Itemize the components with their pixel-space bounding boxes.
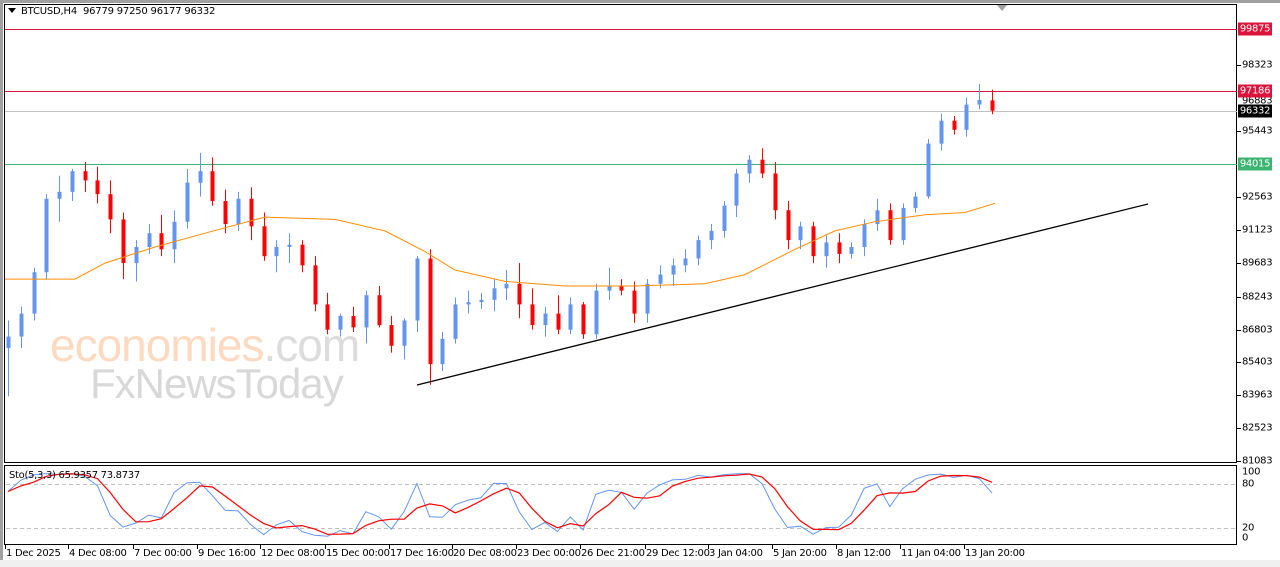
price-tick [1237,230,1241,231]
price-tag: 94015 [1238,157,1272,171]
ascending-trendline[interactable] [416,203,1149,386]
time-label: 3 Jan 04:00 [709,548,763,559]
price-label: 89683 [1242,257,1273,269]
price-label: 98323 [1242,59,1273,71]
time-tick [452,545,453,549]
price-tick [1237,197,1241,198]
chart-title: BTCUSD,H4 96779 97250 96177 96332 [8,6,215,17]
price-tick [1237,461,1241,462]
chart-shift-marker-icon[interactable] [997,5,1007,11]
stochastic-level-label: 100 [1242,466,1261,478]
stochastic-level-label: 20 [1242,522,1255,534]
time-label: 20 Dec 08:00 [453,548,517,559]
time-tick [197,545,198,549]
time-label: 13 Jan 20:00 [965,548,1025,559]
price-label: 88243 [1242,291,1273,303]
time-tick [580,545,581,549]
time-label: 7 Dec 00:00 [134,548,192,559]
price-tag: 99875 [1238,22,1272,36]
time-tick [325,545,326,549]
stochastic-level-label: 80 [1242,478,1255,490]
time-label: 5 Jan 20:00 [773,548,827,559]
price-label: 82523 [1242,422,1273,434]
window-left-border [0,0,3,567]
time-tick [5,545,6,549]
price-tick [1237,428,1241,429]
time-tick [68,545,69,549]
stochastic-level-label: 0 [1242,532,1249,544]
stochastic-panel[interactable] [4,465,1237,545]
time-tick [836,545,837,549]
time-label: 26 Dec 21:00 [581,548,645,559]
time-label: 4 Dec 08:00 [69,548,127,559]
price-label: 83963 [1242,389,1273,401]
symbol-timeframe: BTCUSD,H4 [21,6,77,17]
time-tick [260,545,261,549]
price-tag: 97186 [1238,84,1272,98]
price-label: 86803 [1242,324,1273,336]
stochastic-label: Sto(5,3,3) 65.9357 73.8737 [9,470,140,481]
time-tick [964,545,965,549]
status-strip [0,560,1280,567]
time-tick [708,545,709,549]
time-tick [133,545,134,549]
moving-average-line [5,202,996,287]
price-label: 92563 [1242,191,1273,203]
price-label: 81083 [1242,455,1273,467]
time-label: 11 Jan 04:00 [901,548,961,559]
time-tick [389,545,390,549]
stochastic-signal-line [7,473,993,535]
time-label: 17 Dec 16:00 [390,548,454,559]
price-tag: 96332 [1238,104,1272,118]
time-label: 1 Dec 2025 [6,548,61,559]
window-top-border [0,0,1280,3]
price-tick [1237,395,1241,396]
time-tick [900,545,901,549]
price-tick [1237,362,1241,363]
price-tick [1237,131,1241,132]
price-label: 91123 [1242,224,1273,236]
price-label-partial: 96883 [1242,95,1273,107]
price-tick [1237,65,1241,66]
time-label: 29 Dec 12:00 [646,548,710,559]
time-label: 12 Dec 08:00 [261,548,325,559]
time-label: 15 Dec 00:00 [326,548,390,559]
time-label: 23 Dec 00:00 [517,548,581,559]
candles [6,83,995,397]
price-tick [1237,330,1241,331]
time-tick [645,545,646,549]
watermark-fxnewstoday: FxNewsToday [90,360,344,407]
price-tick [1237,297,1241,298]
price-tick [1237,263,1241,264]
dropdown-triangle-icon[interactable] [8,8,16,13]
time-label: 9 Dec 16:00 [198,548,256,559]
time-tick [516,545,517,549]
time-label: 8 Jan 12:00 [837,548,891,559]
price-label: 95443 [1242,125,1273,137]
stochastic-main-line [7,473,993,537]
price-label: 85403 [1242,356,1273,368]
ohlc-values: 96779 97250 96177 96332 [82,6,216,17]
watermark-economies: economies.com [50,319,360,371]
time-tick [772,545,773,549]
